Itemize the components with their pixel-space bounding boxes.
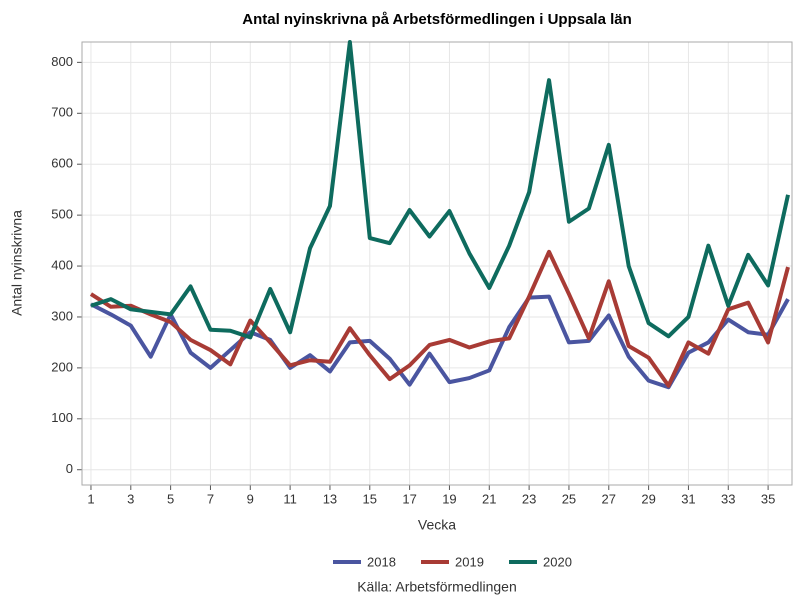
y-tick-label: 800: [51, 54, 73, 69]
chart-title: Antal nyinskrivna på Arbetsförmedlingen …: [242, 11, 632, 28]
x-axis-label: Vecka: [418, 517, 456, 533]
y-axis-label: Antal nyinskrivna: [9, 210, 25, 316]
x-tick-label: 25: [562, 491, 576, 506]
y-tick-label: 200: [51, 359, 73, 374]
legend-label: 2018: [367, 554, 396, 569]
y-tick-label: 100: [51, 410, 73, 425]
x-tick-label: 5: [167, 491, 174, 506]
x-tick-label: 11: [283, 491, 297, 506]
x-tick-label: 21: [482, 491, 496, 506]
x-tick-label: 9: [247, 491, 254, 506]
legend-label: 2019: [455, 554, 484, 569]
source: Källa: Arbetsförmedlingen: [357, 579, 517, 595]
y-tick-label: 500: [51, 207, 73, 222]
x-tick-label: 19: [442, 491, 456, 506]
x-tick-label: 3: [127, 491, 134, 506]
x-tick-label: 17: [402, 491, 416, 506]
x-tick-label: 35: [761, 491, 775, 506]
x-tick-label: 27: [602, 491, 616, 506]
x-tick-label: 7: [207, 491, 214, 506]
x-tick-label: 31: [681, 491, 695, 506]
line-series: [89, 249, 790, 388]
line-series: [90, 40, 790, 340]
plot-frame: [81, 41, 793, 486]
y-tick-label: 0: [66, 461, 73, 476]
x-tick-label: 23: [522, 491, 536, 506]
y-tick-label: 300: [51, 308, 73, 323]
y-tick-label: 700: [51, 105, 73, 120]
x-tick-label: 29: [641, 491, 655, 506]
x-tick-label: 33: [721, 491, 735, 506]
y-tick-label: 400: [51, 257, 73, 272]
x-tick-label: 13: [323, 491, 337, 506]
legend-label: 2020: [543, 554, 572, 569]
x-tick-label: 1: [87, 491, 94, 506]
y-tick-label: 600: [51, 156, 73, 171]
x-tick-label: 15: [363, 491, 377, 506]
